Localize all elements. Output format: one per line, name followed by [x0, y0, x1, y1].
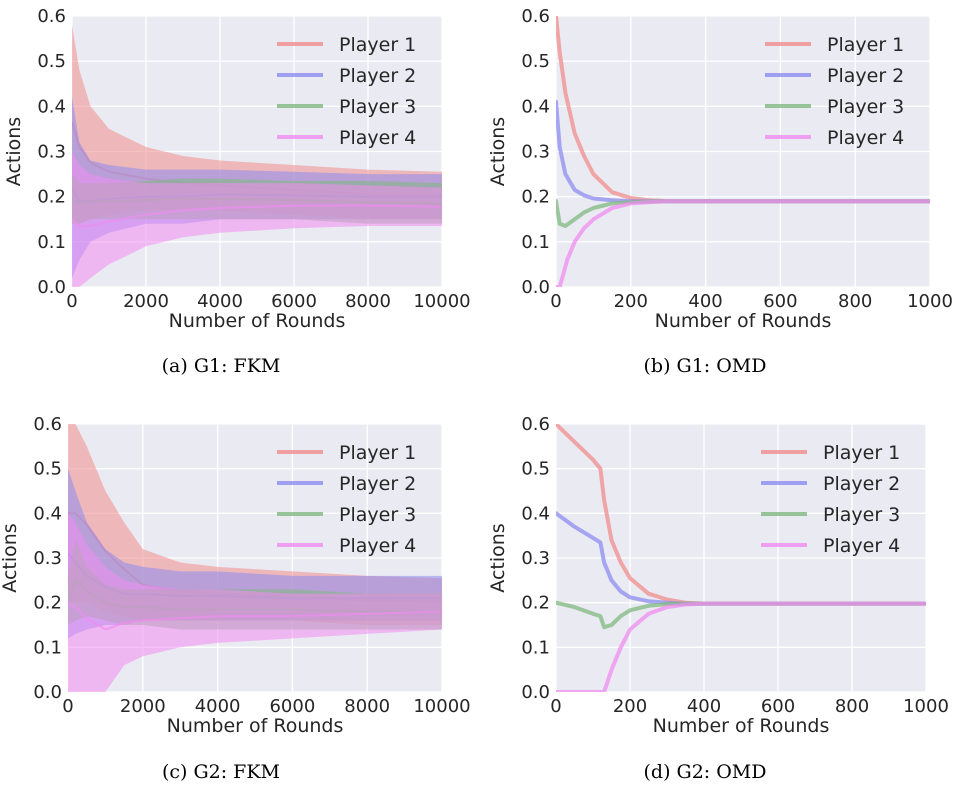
legend-label-player-3: Player 3 — [827, 96, 904, 118]
x-tick-label: 400 — [687, 696, 721, 717]
y-tick-label: 0.6 — [37, 6, 66, 27]
x-tick-label: 10000 — [413, 291, 470, 312]
x-tick-label: 800 — [835, 696, 869, 717]
x-tick-label: 200 — [614, 291, 648, 312]
x-axis-label: Number of Rounds — [169, 310, 346, 332]
y-tick-label: 0.0 — [33, 682, 62, 703]
y-tick-label: 0.2 — [521, 187, 550, 208]
x-axis-label: Number of Rounds — [653, 715, 830, 737]
y-tick-label: 0.4 — [521, 96, 550, 117]
legend-label-player-1: Player 1 — [339, 34, 416, 56]
y-tick-label: 0.6 — [33, 414, 62, 435]
y-tick-label: 0.5 — [37, 51, 66, 72]
y-tick-label: 0.6 — [521, 6, 550, 27]
legend-label-player-3: Player 3 — [823, 504, 900, 526]
legend-label-player-2: Player 2 — [827, 65, 904, 87]
y-tick-label: 0.6 — [521, 414, 550, 435]
legend-label-player-2: Player 2 — [823, 473, 900, 495]
y-axis-label: Actions — [3, 117, 25, 186]
y-tick-label: 0.3 — [521, 142, 550, 163]
legend-label-player-1: Player 1 — [827, 34, 904, 56]
legend-label-player-1: Player 1 — [823, 442, 900, 464]
series-band-player-4 — [72, 151, 442, 287]
x-axis-label: Number of Rounds — [655, 310, 832, 332]
y-tick-label: 0.1 — [521, 637, 550, 658]
x-tick-label: 1000 — [903, 696, 949, 717]
y-axis-label: Actions — [0, 523, 21, 592]
y-tick-label: 0.4 — [521, 503, 550, 524]
panel-caption: (b) G1: OMD — [644, 355, 767, 377]
x-tick-label: 0 — [550, 696, 561, 717]
series-line-player-4 — [68, 601, 442, 631]
chart-panel-2: 0 200 400 600 800 1000 0.0 0.1 0.2 0.3 0.4 0.5 0.6 Nu… — [487, 6, 953, 377]
y-tick-label: 0.4 — [37, 96, 66, 117]
y-tick-label: 0.1 — [521, 232, 550, 253]
legend-label-player-1: Player 1 — [339, 442, 416, 464]
y-axis-label: Actions — [487, 523, 509, 592]
x-tick-label: 2000 — [120, 696, 166, 717]
y-tick-label: 0.0 — [521, 277, 550, 298]
legend-label-player-4: Player 4 — [823, 535, 900, 557]
chart-panel-4: 0 200 400 600 800 1000 0.0 0.1 0.2 0.3 0.4 0.5 0.6 Nu… — [487, 414, 949, 783]
legend-label-player-4: Player 4 — [827, 127, 904, 149]
y-tick-label: 0.3 — [37, 142, 66, 163]
y-tick-label: 0.3 — [33, 548, 62, 569]
legend-label-player-3: Player 3 — [339, 96, 416, 118]
x-tick-label: 1000 — [907, 291, 953, 312]
y-axis-label: Actions — [487, 117, 509, 186]
chart-panel-3: 0 2000 4000 6000 8000 10000 0.0 0.1 0.2 0.3 0.4 0.5… — [0, 414, 471, 783]
legend-label-player-3: Player 3 — [339, 504, 416, 526]
y-tick-label: 0.3 — [521, 548, 550, 569]
y-tick-label: 0.5 — [521, 459, 550, 480]
plot-area — [68, 424, 442, 692]
y-tick-label: 0.4 — [33, 503, 62, 524]
x-tick-label: 0 — [66, 291, 77, 312]
x-tick-label: 600 — [761, 696, 795, 717]
x-tick-label: 200 — [613, 696, 647, 717]
panel-caption: (c) G2: FKM — [162, 761, 280, 783]
x-tick-label: 0 — [62, 696, 73, 717]
x-tick-label: 400 — [688, 291, 722, 312]
panel-caption: (d) G2: OMD — [644, 761, 767, 783]
legend-label-player-2: Player 2 — [339, 473, 416, 495]
y-tick-label: 0.2 — [33, 593, 62, 614]
y-tick-label: 0.0 — [37, 277, 66, 298]
x-tick-label: 8000 — [344, 696, 390, 717]
y-tick-label: 0.5 — [521, 51, 550, 72]
y-tick-label: 0.2 — [37, 187, 66, 208]
legend-label-player-2: Player 2 — [339, 65, 416, 87]
plot-area — [556, 424, 926, 692]
x-tick-label: 4000 — [197, 291, 243, 312]
chart-panel-1: 0 2000 4000 6000 8000 10000 0.0 0.1 0.2 0.3 0.4 0.5… — [3, 6, 471, 377]
x-tick-label: 8000 — [345, 291, 391, 312]
plot-area — [72, 25, 442, 287]
panel-caption: (a) G1: FKM — [162, 355, 281, 377]
y-tick-label: 0.1 — [33, 637, 62, 658]
x-tick-label: 800 — [838, 291, 872, 312]
x-tick-label: 4000 — [195, 696, 241, 717]
legend-label-player-4: Player 4 — [339, 127, 416, 149]
x-tick-label: 0 — [550, 291, 561, 312]
series-line-player-4 — [556, 601, 926, 692]
x-tick-label: 6000 — [271, 291, 317, 312]
legend-label-player-4: Player 4 — [339, 535, 416, 557]
x-tick-label: 10000 — [413, 696, 470, 717]
series-line-player-4 — [72, 204, 442, 227]
y-tick-label: 0.2 — [521, 593, 550, 614]
y-tick-label: 0.0 — [521, 682, 550, 703]
y-tick-label: 0.5 — [33, 459, 62, 480]
series-band-player-4 — [68, 513, 442, 692]
x-axis-label: Number of Rounds — [167, 715, 344, 737]
x-tick-label: 600 — [763, 291, 797, 312]
series-line-player-4 — [556, 199, 930, 287]
plot-area — [556, 16, 930, 287]
y-tick-label: 0.1 — [37, 232, 66, 253]
x-tick-label: 6000 — [269, 696, 315, 717]
x-tick-label: 2000 — [123, 291, 169, 312]
